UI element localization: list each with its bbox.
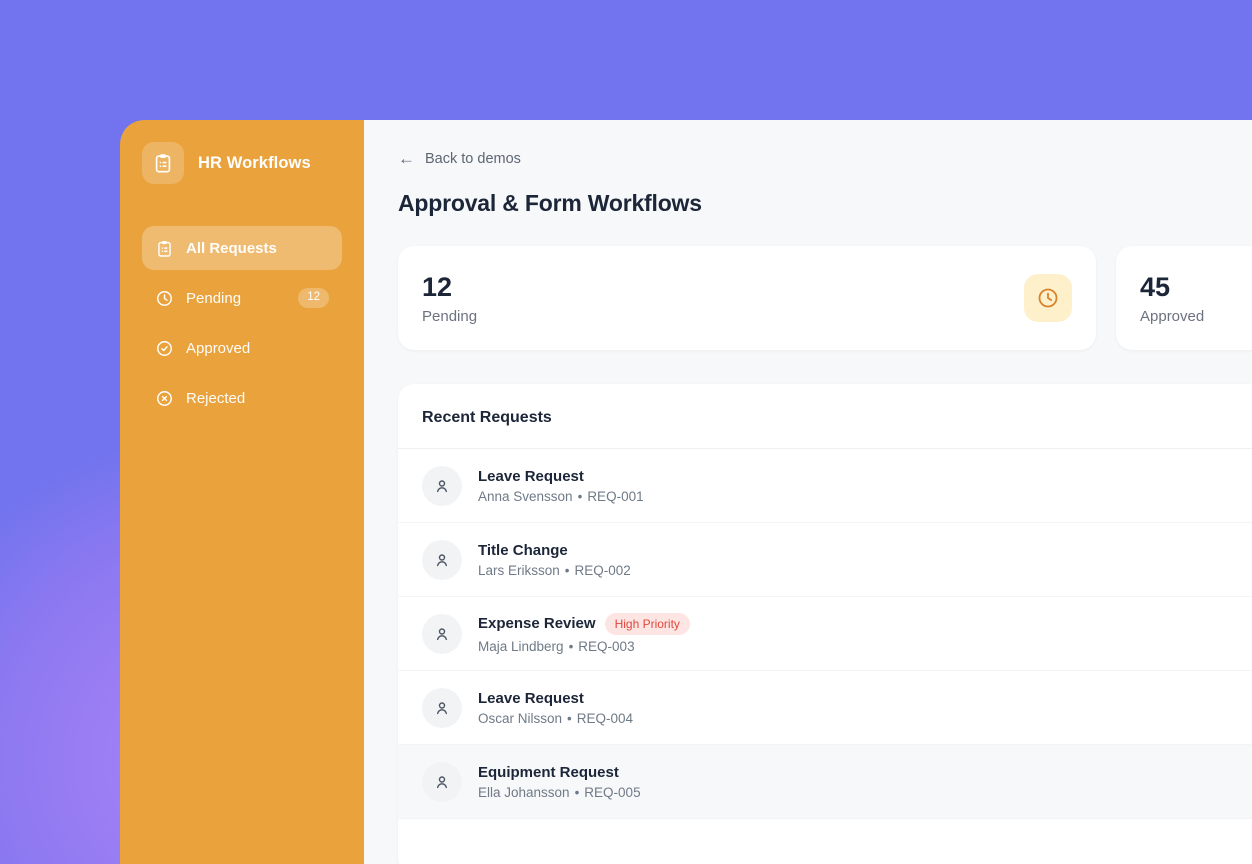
- request-title: Leave Request: [478, 689, 584, 707]
- stat-label: Pending: [422, 307, 478, 325]
- requester-name: Maja Lindberg: [478, 638, 564, 654]
- request-row[interactable]: Title Change Lars Eriksson • REQ-002: [398, 523, 1252, 597]
- stat-value: 12: [422, 271, 453, 302]
- request-row[interactable]: Expense Review High Priority Maja Lindbe…: [398, 597, 1252, 671]
- request-row[interactable]: Equipment Request Ella Johansson • REQ-005: [398, 745, 1252, 819]
- request-title: Expense Review: [478, 615, 596, 633]
- person-icon: [422, 539, 462, 580]
- person-icon: [422, 761, 462, 802]
- person-icon: [422, 687, 462, 728]
- sidebar-item-pending[interactable]: Pending 12: [142, 276, 342, 320]
- requester-name: Lars Eriksson: [478, 562, 560, 578]
- separator-dot: •: [574, 784, 580, 800]
- sidebar-item-approved[interactable]: Approved: [142, 326, 342, 370]
- pending-count-badge: 12: [298, 288, 329, 308]
- check-circle-icon: [155, 339, 174, 358]
- clipboard-icon: [155, 239, 174, 258]
- request-id: REQ-001: [587, 488, 644, 504]
- stat-value: 45: [1140, 271, 1171, 302]
- request-subtitle: Maja Lindberg • REQ-003: [478, 639, 690, 654]
- separator-dot: •: [567, 710, 572, 726]
- requester-name: Ella Johansson: [478, 784, 570, 800]
- request-id: REQ-005: [584, 784, 641, 800]
- page-title: Approval & Form Workflows: [398, 190, 702, 216]
- request-subtitle: Anna Svensson • REQ-001: [478, 489, 644, 504]
- clipboard-icon: [142, 142, 184, 184]
- person-icon: [422, 613, 462, 654]
- sidebar: HR Workflows All Requests: [120, 120, 364, 864]
- x-circle-icon: [155, 389, 174, 408]
- back-link-label: Back to demos: [425, 150, 521, 167]
- stat-card-approved: 45 Approved: [1116, 246, 1252, 350]
- clock-icon: [1024, 274, 1072, 322]
- sidebar-item-rejected[interactable]: Rejected: [142, 376, 342, 420]
- request-row[interactable]: Leave Request Anna Svensson • REQ-001: [398, 449, 1252, 523]
- request-title: Title Change: [478, 541, 568, 559]
- stats-row: 12 Pending 45 Approved: [398, 246, 1252, 350]
- stat-label: Approved: [1140, 307, 1205, 325]
- separator-dot: •: [577, 488, 583, 504]
- sidebar-item-label: Pending: [186, 289, 242, 307]
- high-priority-badge: High Priority: [604, 613, 690, 635]
- sidebar-item-label: All Requests: [186, 239, 277, 257]
- recent-requests-title: Recent Requests: [398, 384, 1252, 449]
- sidebar-item-all-requests[interactable]: All Requests: [142, 226, 342, 270]
- request-title: Leave Request: [478, 467, 584, 485]
- app-brand: HR Workflows: [142, 142, 342, 184]
- stat-card-pending: 12 Pending: [398, 246, 1096, 350]
- back-link[interactable]: ← Back to demos: [398, 150, 521, 167]
- requester-name: Oscar Nilsson: [478, 710, 563, 726]
- sidebar-item-label: Approved: [186, 339, 251, 357]
- separator-dot: •: [564, 562, 570, 578]
- request-subtitle: Ella Johansson • REQ-005: [478, 785, 641, 800]
- request-subtitle: Oscar Nilsson • REQ-004: [478, 711, 633, 726]
- clock-icon: [155, 289, 174, 308]
- app-window: HR Workflows All Requests: [120, 120, 1252, 864]
- request-id: REQ-002: [574, 562, 631, 578]
- arrow-left-icon: ←: [398, 149, 415, 168]
- app-title: HR Workflows: [198, 153, 311, 172]
- request-id: REQ-003: [578, 638, 635, 654]
- request-id: REQ-004: [576, 710, 634, 726]
- requester-name: Anna Svensson: [478, 488, 573, 504]
- sidebar-item-label: Rejected: [186, 389, 246, 407]
- request-row[interactable]: Leave Request Oscar Nilsson • REQ-004: [398, 671, 1252, 745]
- recent-requests-card: Recent Requests Leave Request: [398, 384, 1252, 864]
- request-subtitle: Lars Eriksson • REQ-002: [478, 563, 631, 578]
- person-icon: [422, 465, 462, 506]
- request-title: Equipment Request: [478, 763, 619, 781]
- separator-dot: •: [568, 638, 574, 654]
- main-content: ← Back to demos Approval & Form Workflow…: [364, 120, 1252, 864]
- sidebar-nav: All Requests Pending 12: [142, 226, 342, 420]
